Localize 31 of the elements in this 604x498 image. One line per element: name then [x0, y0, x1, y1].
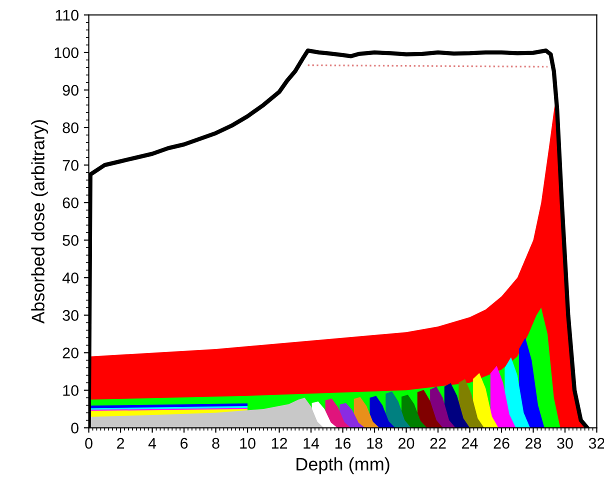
- y-tick-label: 60: [62, 197, 78, 208]
- x-tick-label: 26: [494, 438, 510, 449]
- y-tick-label: 40: [62, 272, 78, 284]
- x-tick-label: 16: [335, 438, 351, 449]
- y-tick-label: 70: [62, 160, 78, 171]
- x-tick-label: 22: [430, 438, 446, 449]
- x-tick-label: 6: [180, 438, 188, 449]
- y-tick-label: 10: [63, 385, 78, 396]
- x-axis-title: Depth (mm): [296, 457, 390, 474]
- y-tick-label: 80: [62, 122, 78, 134]
- y-tick-label: 0: [71, 422, 78, 434]
- y-tick-label: 20: [62, 348, 78, 358]
- x-tick-label: 10: [240, 438, 256, 449]
- x-tick-label: 2: [117, 438, 124, 449]
- x-tick-label: 0: [85, 438, 92, 449]
- y-tick-label: 30: [62, 310, 78, 321]
- x-tick-label: 8: [212, 438, 220, 449]
- x-tick-label: 30: [557, 438, 573, 449]
- y-tick-label: 100: [54, 47, 78, 58]
- x-tick-label: 28: [526, 438, 542, 449]
- x-tick-label: 24: [462, 438, 478, 449]
- x-tick-label: 18: [367, 438, 382, 449]
- y-tick-label: 50: [62, 234, 78, 246]
- y-axis-title: Absorbed dose (arbitrary): [31, 120, 48, 324]
- x-tick-label: 20: [398, 438, 414, 449]
- x-tick-label: 4: [148, 438, 156, 449]
- x-tick-label: 32: [588, 438, 604, 449]
- x-tick-label: 14: [304, 438, 320, 449]
- y-tick-label: 90: [62, 84, 78, 96]
- x-tick-label: 12: [272, 438, 288, 449]
- y-tick-label: 110: [56, 10, 78, 21]
